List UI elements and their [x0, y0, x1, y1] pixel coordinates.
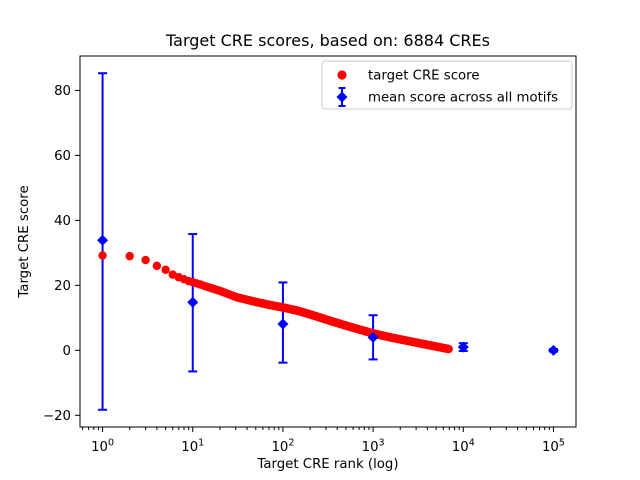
x-tick-label: 105: [542, 438, 565, 456]
y-tick-label: 60: [54, 149, 71, 164]
y-tick-label: 0: [63, 344, 71, 359]
target-score-point: [161, 265, 170, 274]
legend-label: mean score across all motifs: [368, 91, 558, 106]
target-score-point: [444, 344, 453, 354]
y-tick-label: 20: [54, 279, 71, 294]
mean-score-markers: [97, 234, 559, 356]
mean-score-diamond: [277, 318, 289, 330]
x-axis-ticks: [82, 427, 554, 432]
y-axis-ticks: [75, 89, 80, 416]
target-score-point: [152, 261, 162, 271]
legend-marker-diamond: [336, 91, 348, 103]
axes-frame: [79, 55, 577, 428]
mean-score-diamond: [547, 344, 559, 356]
x-tick-label: 101: [181, 438, 204, 456]
y-tick-label: 40: [54, 214, 71, 229]
mean-score-diamond: [187, 296, 199, 308]
y-tick-label: 80: [54, 84, 71, 99]
target-score-point: [98, 251, 107, 260]
legend-box: [321, 60, 573, 110]
mean-score-diamond: [97, 234, 109, 246]
y-tick-label: −20: [43, 409, 71, 424]
target-score-point: [125, 251, 134, 261]
x-axis-label: Target CRE rank (log): [256, 457, 398, 472]
legend-label: target CRE score: [368, 69, 480, 84]
x-axis-ticklabels: 100 101 102 103 104 105: [91, 438, 565, 456]
x-tick-label: 100: [91, 438, 114, 456]
x-tick-label: 104: [452, 438, 475, 456]
y-axis-ticklabels: −20 0 20 40 60 80: [43, 84, 71, 424]
mean-score-diamond: [457, 341, 469, 353]
chart-title: Target CRE scores, based on: 6884 CREs: [165, 31, 490, 50]
x-tick-label: 103: [362, 438, 385, 456]
legend-marker-circle: [337, 70, 347, 80]
target-score-series: [98, 251, 453, 354]
target-score-point: [141, 255, 150, 265]
y-axis-label: Target CRE score: [17, 185, 32, 298]
x-tick-label: 102: [271, 438, 294, 456]
mean-score-diamond: [367, 331, 379, 343]
legend: target CRE score mean score across all mo…: [321, 60, 573, 110]
